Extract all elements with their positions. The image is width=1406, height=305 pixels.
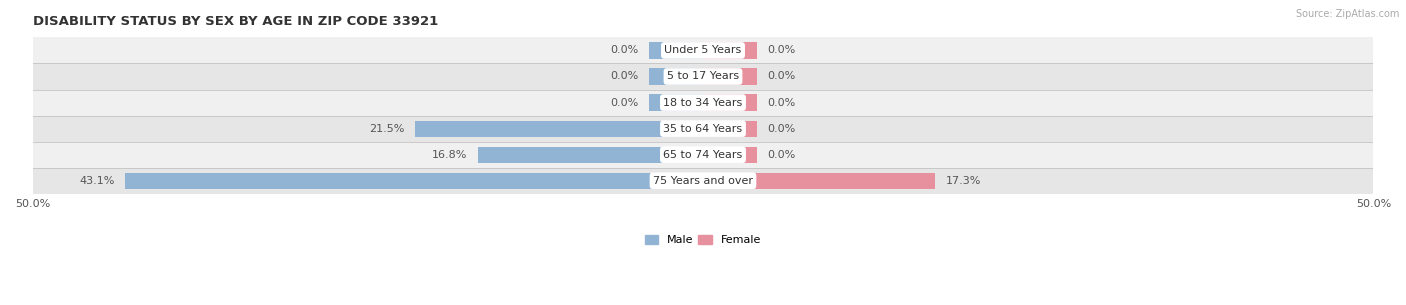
Text: 43.1%: 43.1%: [79, 176, 114, 186]
Text: Under 5 Years: Under 5 Years: [665, 45, 741, 56]
Bar: [703, 173, 935, 189]
Bar: [125, 173, 703, 189]
Text: 18 to 34 Years: 18 to 34 Years: [664, 98, 742, 108]
Text: 35 to 64 Years: 35 to 64 Years: [664, 124, 742, 134]
Bar: [478, 147, 703, 163]
Bar: [703, 68, 756, 84]
Text: 0.0%: 0.0%: [768, 124, 796, 134]
Text: 0.0%: 0.0%: [610, 71, 638, 81]
Text: 0.0%: 0.0%: [768, 98, 796, 108]
Bar: [650, 42, 703, 59]
Bar: [703, 147, 756, 163]
Bar: [703, 120, 756, 137]
Text: 0.0%: 0.0%: [768, 71, 796, 81]
Text: 0.0%: 0.0%: [768, 150, 796, 160]
Bar: [32, 63, 1374, 90]
Bar: [32, 116, 1374, 142]
Text: 5 to 17 Years: 5 to 17 Years: [666, 71, 740, 81]
Bar: [703, 42, 756, 59]
Text: 0.0%: 0.0%: [768, 45, 796, 56]
Text: Source: ZipAtlas.com: Source: ZipAtlas.com: [1295, 9, 1399, 19]
Text: 21.5%: 21.5%: [368, 124, 404, 134]
Bar: [32, 38, 1374, 63]
Text: DISABILITY STATUS BY SEX BY AGE IN ZIP CODE 33921: DISABILITY STATUS BY SEX BY AGE IN ZIP C…: [32, 15, 437, 28]
Bar: [650, 68, 703, 84]
Bar: [650, 95, 703, 111]
Text: 75 Years and over: 75 Years and over: [652, 176, 754, 186]
Text: 0.0%: 0.0%: [610, 45, 638, 56]
Bar: [32, 90, 1374, 116]
Bar: [703, 95, 756, 111]
Text: 16.8%: 16.8%: [432, 150, 467, 160]
Bar: [32, 142, 1374, 168]
Text: 17.3%: 17.3%: [946, 176, 981, 186]
Bar: [415, 120, 703, 137]
Text: 65 to 74 Years: 65 to 74 Years: [664, 150, 742, 160]
Legend: Male, Female: Male, Female: [645, 235, 761, 245]
Bar: [32, 168, 1374, 194]
Text: 0.0%: 0.0%: [610, 98, 638, 108]
